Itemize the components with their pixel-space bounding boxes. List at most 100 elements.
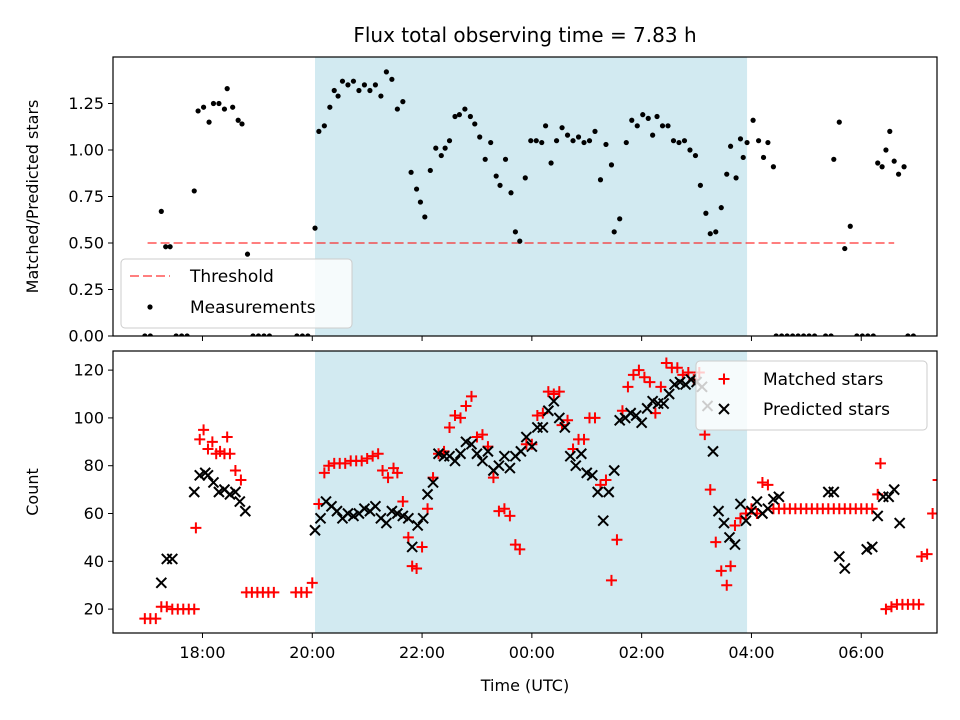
x-axis-label: Time (UTC) (480, 676, 569, 695)
measurement-point (312, 225, 318, 231)
predicted-point (553, 412, 566, 424)
predicted-point (866, 541, 878, 553)
matched-point (188, 603, 200, 615)
matched-point (444, 421, 456, 433)
matched-point (224, 448, 236, 460)
predicted-point (402, 512, 415, 524)
matched-point (729, 519, 741, 531)
measurement-point (142, 333, 148, 336)
predicted-point (559, 421, 571, 434)
measurement-point (910, 333, 916, 336)
predicted-point (751, 495, 763, 508)
measurement-point (235, 117, 241, 123)
matched-point (361, 453, 373, 465)
measurement-point (744, 139, 750, 146)
measurement-point (670, 138, 677, 144)
legend: Threshold Measurements (120, 258, 353, 329)
matched-point (471, 431, 483, 443)
measurement-point (801, 333, 807, 336)
legend: Matched stars Predicted stars (695, 360, 928, 431)
y-tick-label: 40 (84, 552, 104, 571)
measurement-point (200, 104, 207, 110)
measurement-point (750, 117, 756, 123)
measurement-point (158, 208, 164, 214)
measurement-point (581, 139, 587, 146)
measurement-point (350, 78, 357, 84)
predicted-point (641, 402, 653, 415)
measurement-point (361, 82, 368, 88)
measurement-point (179, 333, 185, 336)
predicted-point (745, 505, 758, 517)
matched-point (161, 601, 173, 613)
matched-point (756, 476, 768, 488)
predicted-point (515, 445, 527, 458)
matched-point (301, 586, 313, 598)
legend-matched-swatch (718, 373, 730, 385)
measurement-point (442, 145, 448, 151)
matched-point (190, 522, 202, 534)
measurement-point (611, 229, 617, 235)
measurement-point (206, 119, 212, 125)
measurement-point (422, 214, 428, 220)
predicted-point (712, 505, 725, 517)
predicted-point (207, 476, 220, 489)
matched-point (306, 577, 318, 589)
measurement-point (367, 87, 373, 94)
measurement-point (760, 154, 767, 161)
x-tick-label: 06:00 (838, 643, 884, 662)
matched-point (367, 450, 379, 462)
measurement-point (790, 333, 796, 336)
matched-point (600, 474, 612, 486)
measurement-point (413, 186, 420, 192)
matched-point (318, 467, 330, 479)
measurement-point (883, 147, 889, 153)
measurement-point (879, 164, 885, 170)
observing-span (315, 351, 748, 633)
legend-box (120, 258, 353, 329)
measurement-point (617, 216, 623, 222)
matched-point (638, 371, 650, 383)
measurement-point (539, 139, 545, 146)
measurement-point (859, 333, 865, 336)
matched-point (268, 586, 280, 598)
matched-point (578, 433, 590, 445)
measurement-point (870, 333, 876, 336)
measurement-point (147, 333, 153, 336)
predicted-point (893, 517, 906, 529)
predicted-point (872, 510, 884, 522)
x-tick-label: 20:00 (289, 643, 335, 662)
measurement-point (446, 138, 453, 144)
matched-point (221, 431, 233, 443)
measurement-point (592, 128, 598, 134)
measurement-point (645, 115, 651, 121)
predicted-point (833, 550, 845, 563)
matched-point (235, 474, 247, 486)
matched-point (913, 598, 925, 610)
measurement-point (522, 175, 528, 181)
measurement-point (737, 136, 744, 142)
measurement-point (294, 333, 300, 336)
measurement-point (472, 121, 478, 127)
measurement-point (724, 171, 730, 177)
plot-area (139, 357, 937, 625)
matched-point (660, 357, 672, 369)
measurement-point (687, 147, 693, 153)
measurement-point (650, 132, 656, 138)
matched-point (866, 503, 878, 515)
matched-point (622, 381, 634, 393)
measurement-point (822, 333, 829, 336)
measurement-point (707, 231, 713, 237)
measurement-point (173, 333, 179, 336)
measurement-point (372, 82, 379, 88)
matched-point (721, 579, 733, 591)
predicted-point (734, 498, 747, 510)
measurement-point (356, 87, 362, 94)
measurement-point (559, 125, 565, 131)
chart-title: Flux total observing time = 7.83 h (353, 23, 696, 47)
predicted-point (482, 445, 494, 458)
predicted-point (520, 431, 533, 443)
predicted-point (411, 519, 424, 532)
measurement-point (339, 78, 346, 84)
measurement-point (795, 333, 801, 336)
